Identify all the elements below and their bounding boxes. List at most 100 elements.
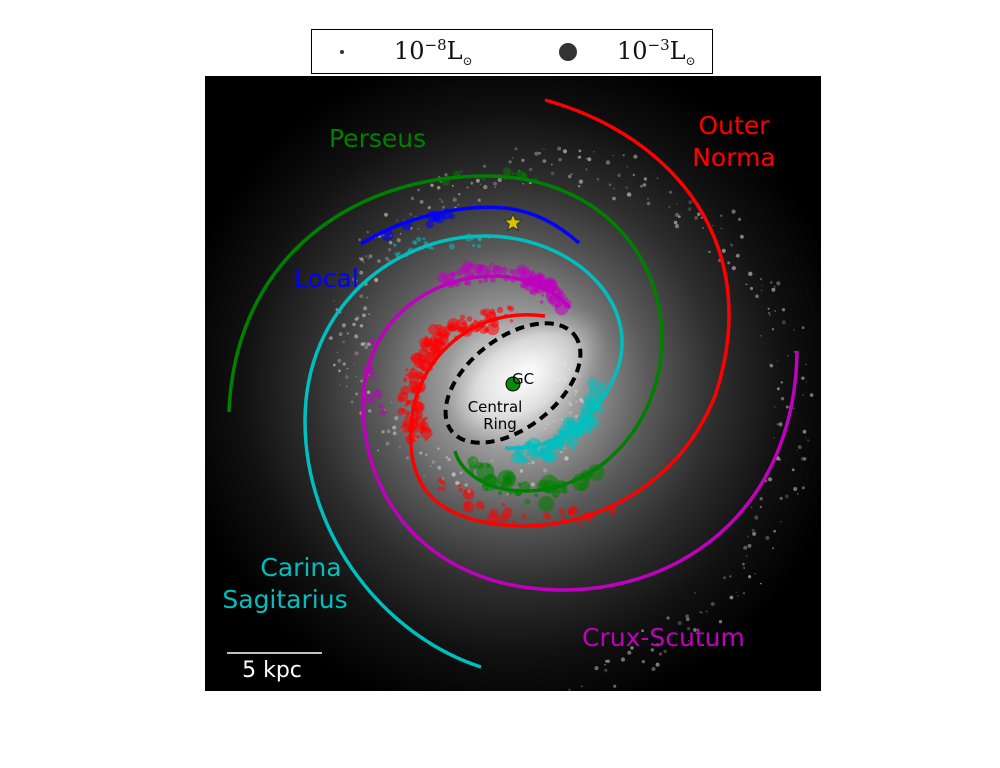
legend-large-marker-icon: [559, 42, 577, 61]
source-dot: [430, 347, 442, 358]
texture-speck: [687, 627, 691, 631]
source-dot: [372, 388, 383, 399]
source-dot: [408, 442, 412, 445]
source-dot: [468, 465, 475, 472]
texture-speck: [355, 375, 358, 378]
texture-speck: [504, 178, 506, 180]
texture-speck: [387, 258, 391, 262]
texture-speck: [701, 611, 704, 614]
source-dot: [543, 279, 548, 285]
texture-speck: [475, 178, 480, 183]
texture-speck: [705, 610, 708, 613]
texture-speck: [362, 313, 366, 318]
texture-speck: [542, 159, 547, 163]
texture-speck: [479, 183, 482, 185]
source-dot: [369, 371, 375, 376]
texture-speck: [491, 459, 493, 462]
source-dot: [486, 463, 491, 469]
legend: 10−8L⊙ 10−3L⊙: [311, 29, 713, 74]
texture-speck: [354, 279, 358, 283]
texture-speck: [528, 167, 533, 172]
texture-speck: [419, 200, 424, 204]
texture-speck: [605, 659, 608, 663]
source-dot: [595, 394, 599, 398]
texture-speck: [669, 190, 672, 194]
source-dot: [438, 329, 450, 341]
source-dot: [407, 419, 418, 431]
source-dot: [423, 241, 429, 246]
texture-speck: [394, 416, 399, 421]
ring-label-line1: Central: [468, 398, 523, 416]
source-dot: [586, 396, 594, 405]
galaxy-bulge: [441, 305, 609, 447]
outer-norma-label-line1: Outer: [699, 111, 771, 140]
texture-speck: [785, 405, 789, 409]
source-dot: [458, 484, 461, 487]
source-dot: [416, 236, 422, 242]
texture-speck: [538, 151, 541, 155]
texture-speck: [543, 148, 545, 150]
texture-speck: [337, 358, 342, 363]
source-dot: [394, 252, 398, 256]
source-dot: [595, 392, 599, 396]
source-dot: [497, 490, 503, 496]
texture-speck: [768, 477, 773, 482]
source-dot: [509, 275, 517, 283]
texture-speck: [593, 150, 595, 153]
texture-speck: [688, 200, 693, 205]
source-dot: [541, 293, 545, 297]
texture-speck: [396, 219, 398, 222]
texture-speck: [675, 212, 679, 217]
source-dot: [488, 264, 493, 269]
texture-speck: [666, 616, 670, 620]
texture-speck: [793, 487, 798, 491]
texture-speck: [455, 480, 460, 485]
texture-speck: [493, 455, 495, 457]
texture-speck: [677, 215, 681, 219]
outer-norma-label-line2: Norma: [692, 143, 776, 172]
texture-speck: [773, 285, 776, 288]
texture-speck: [651, 667, 656, 671]
source-dot: [602, 389, 608, 395]
texture-speck: [367, 257, 370, 260]
source-dot: [400, 385, 410, 396]
texture-speck: [702, 227, 704, 229]
texture-speck: [612, 154, 614, 157]
source-dot: [571, 429, 574, 433]
legend-large-sub: ⊙: [685, 53, 696, 68]
texture-speck: [575, 415, 578, 418]
source-dot: [568, 436, 573, 442]
texture-speck: [350, 400, 354, 404]
texture-speck: [655, 662, 660, 667]
source-dot: [545, 294, 549, 298]
texture-speck: [685, 614, 689, 618]
source-dot: [580, 411, 584, 415]
texture-speck: [746, 535, 749, 538]
source-dot: [364, 394, 374, 404]
source-dot: [476, 461, 484, 469]
texture-speck: [641, 629, 644, 632]
source-dot: [410, 352, 422, 364]
source-dot: [490, 262, 494, 266]
source-dot: [583, 511, 594, 522]
source-dot: [420, 366, 425, 371]
source-dot: [492, 265, 500, 272]
source-dot: [517, 482, 522, 487]
source-dot: [408, 436, 413, 442]
source-dot: [545, 514, 551, 520]
texture-speck: [626, 192, 632, 197]
texture-speck: [483, 184, 488, 190]
sun-star-icon: [503, 212, 523, 232]
source-dot: [520, 173, 528, 181]
texture-speck: [605, 160, 611, 165]
source-dot: [425, 220, 434, 229]
source-dot: [557, 288, 564, 295]
texture-speck: [587, 157, 592, 162]
texture-speck: [561, 419, 564, 421]
texture-speck: [511, 157, 514, 159]
source-dot: [393, 243, 397, 247]
texture-speck: [765, 535, 770, 541]
source-dot: [550, 438, 562, 450]
source-dot: [476, 264, 490, 278]
texture-speck: [802, 394, 804, 396]
